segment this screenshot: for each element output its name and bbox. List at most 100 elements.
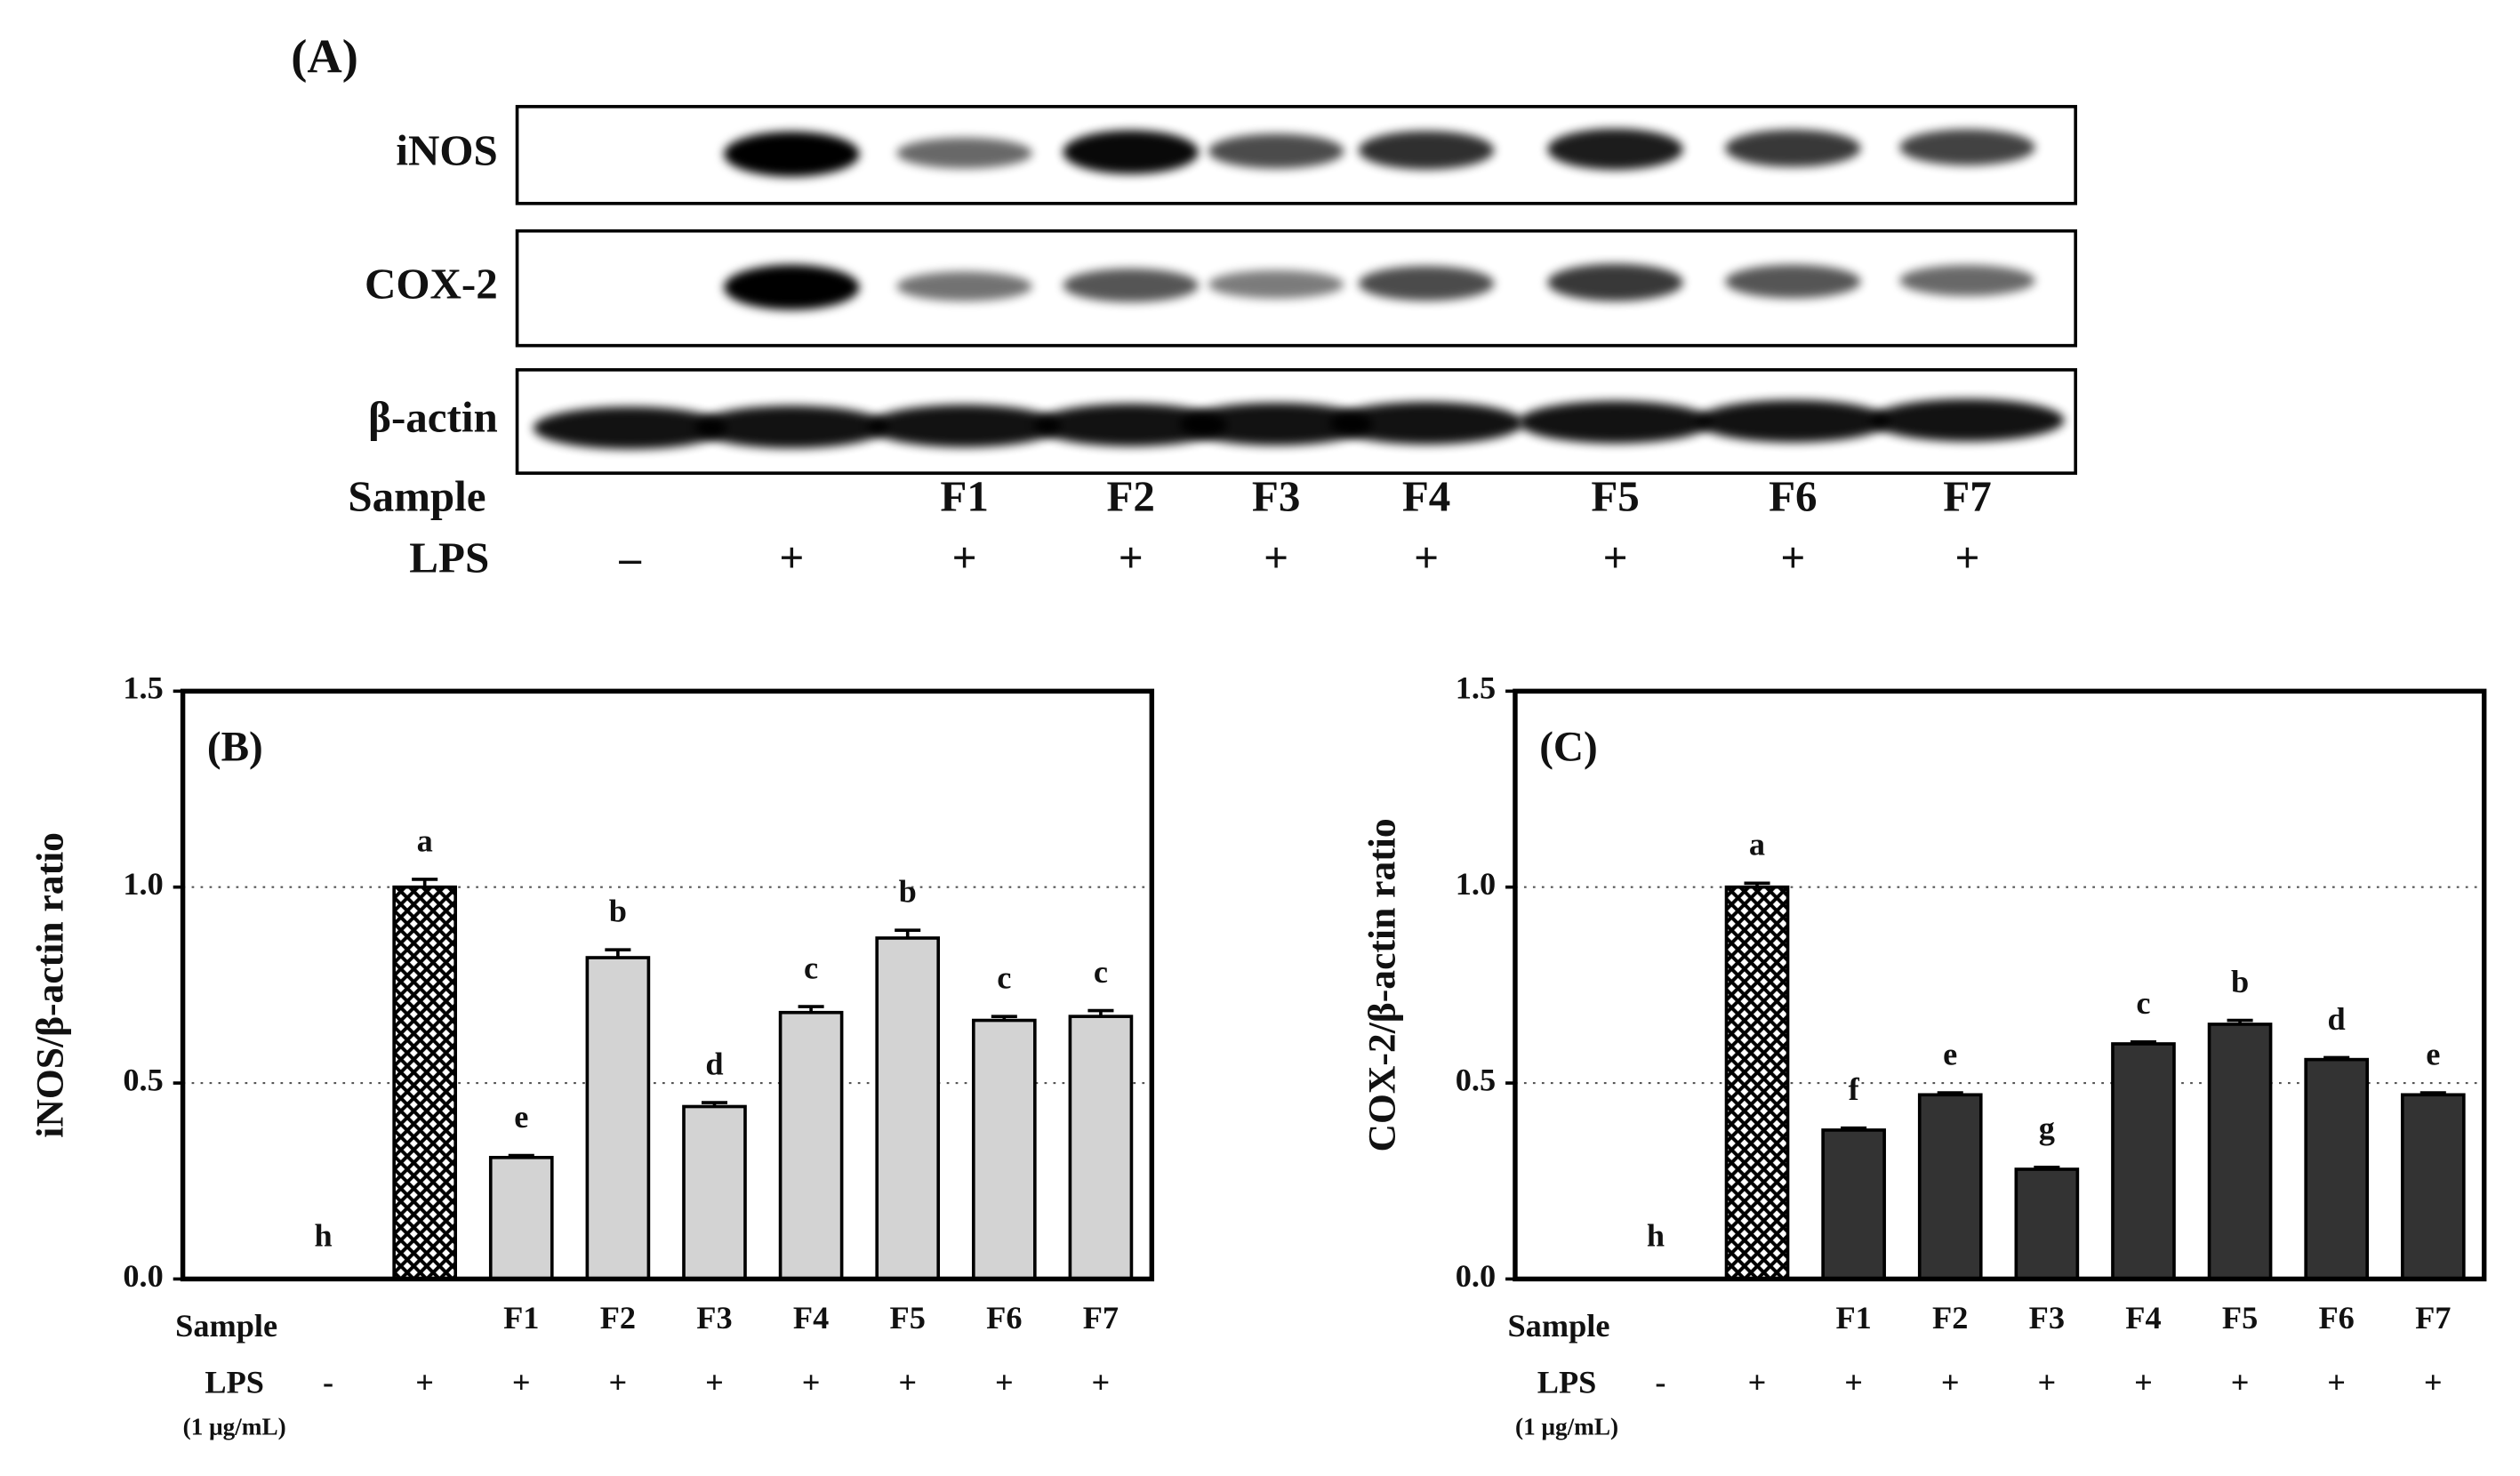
blot-row-label: β-actin [368, 392, 498, 441]
error-bar [2420, 1091, 2446, 1095]
blot-band [1358, 266, 1495, 301]
bar [971, 1018, 1037, 1281]
lps-sign: + [1955, 533, 1980, 582]
sample-label: Sample [175, 1308, 277, 1344]
bar [1724, 885, 1790, 1281]
error-bar [1937, 1091, 1963, 1095]
error-bar [895, 928, 921, 938]
significance-letter: b [899, 874, 917, 910]
y-tick-label: 1.5 [123, 670, 163, 706]
plot-frame [1513, 688, 2487, 1282]
significance-letter: c [804, 950, 818, 985]
significance-letter: a [1749, 827, 1765, 862]
lps-sign: + [2134, 1365, 2153, 1400]
blot-band [1329, 401, 1524, 445]
bar [392, 885, 457, 1281]
error-bar [2323, 1055, 2350, 1060]
x-tick-label: F6 [2319, 1300, 2355, 1336]
y-axis-title: COX-2/β-actin ratio [1361, 818, 1404, 1151]
lps-sign: + [802, 1365, 821, 1400]
y-tick-label: 0.0 [123, 1258, 163, 1294]
sample-name: F5 [1591, 471, 1639, 520]
x-tick-label: F4 [793, 1300, 829, 1336]
lps-label: LPS [409, 533, 489, 582]
bar [778, 1010, 844, 1281]
lps-sign: - [323, 1365, 333, 1400]
error-bar [1087, 1008, 1114, 1017]
bar [2014, 1167, 2080, 1281]
significance-letter: d [705, 1046, 723, 1081]
bar [2207, 1023, 2273, 1281]
y-tick-label: 1.0 [123, 866, 163, 902]
significance-letter: h [315, 1217, 333, 1253]
blot-band [1179, 402, 1374, 445]
panel-label: (A) [291, 29, 358, 84]
lps-sign: + [1264, 533, 1288, 582]
lps-sign: + [1603, 533, 1628, 582]
error-bar [701, 1101, 728, 1107]
significance-letter: b [2231, 964, 2249, 999]
lps-sign: + [705, 1365, 724, 1400]
lps-sign: + [1748, 1365, 1767, 1400]
blot-row-label: iNOS [396, 126, 497, 175]
bar [585, 956, 651, 1281]
panel-label: (B) [207, 724, 263, 770]
significance-letter: c [2136, 985, 2150, 1021]
blot-row-label: COX-2 [365, 259, 498, 308]
significance-letter: e [1943, 1036, 1957, 1071]
sample-name: F2 [1106, 471, 1154, 520]
error-bar [2130, 1039, 2156, 1044]
lps-sign: + [2231, 1365, 2250, 1400]
blot-band [1518, 400, 1713, 444]
x-tick-label: F3 [2029, 1300, 2065, 1336]
sample-label: Sample [1507, 1308, 1609, 1344]
bar [1917, 1093, 1983, 1281]
sample-name: F1 [940, 471, 988, 520]
error-bar [2227, 1018, 2253, 1024]
error-bar [991, 1015, 1017, 1021]
blot-band [1899, 129, 2035, 165]
x-tick-label: F4 [2125, 1300, 2161, 1336]
significance-letter: e [2426, 1036, 2440, 1071]
lps-sign: + [1941, 1365, 1960, 1400]
lps-sign: + [2424, 1365, 2443, 1400]
significance-letter: c [997, 960, 1011, 996]
blot-band [694, 405, 889, 449]
error-bar [605, 948, 631, 959]
x-tick-label: F1 [1835, 1300, 1871, 1336]
bar [2400, 1093, 2466, 1281]
lps-sign: + [415, 1365, 434, 1400]
significance-letter: e [514, 1099, 528, 1135]
y-tick-label: 1.5 [1456, 670, 1496, 706]
error-bar [2034, 1166, 2060, 1170]
lps-sign: - [1655, 1365, 1665, 1400]
error-bar [1744, 881, 1770, 887]
bar [488, 1155, 554, 1281]
blot-band [1547, 263, 1683, 301]
lps-sign: + [779, 533, 804, 582]
lps-label: LPS [1537, 1365, 1597, 1400]
bar [682, 1104, 747, 1281]
sample-label: Sample [348, 471, 486, 520]
blot-band [1208, 269, 1344, 299]
lps-sign: + [512, 1365, 531, 1400]
lps-label: LPS [205, 1365, 264, 1400]
blot-band [896, 137, 1032, 169]
blot-band [1725, 264, 1861, 299]
sample-name: F7 [1943, 471, 1991, 520]
lps-sign: + [952, 533, 977, 582]
lps-sign: + [995, 1365, 1014, 1400]
x-tick-label: F5 [890, 1300, 926, 1336]
blot-band [867, 405, 1062, 448]
blot-band [1547, 128, 1683, 171]
x-tick-label: F1 [503, 1300, 539, 1336]
blot-band [533, 406, 727, 450]
x-tick-label: F2 [1932, 1300, 1968, 1336]
significance-letter: h [1647, 1217, 1665, 1253]
error-bar [508, 1153, 534, 1158]
y-tick-label: 0.5 [123, 1062, 163, 1097]
sample-name: F3 [1252, 471, 1300, 520]
lps-unit: (1 μg/mL) [183, 1414, 286, 1440]
significance-letter: c [1094, 954, 1108, 990]
